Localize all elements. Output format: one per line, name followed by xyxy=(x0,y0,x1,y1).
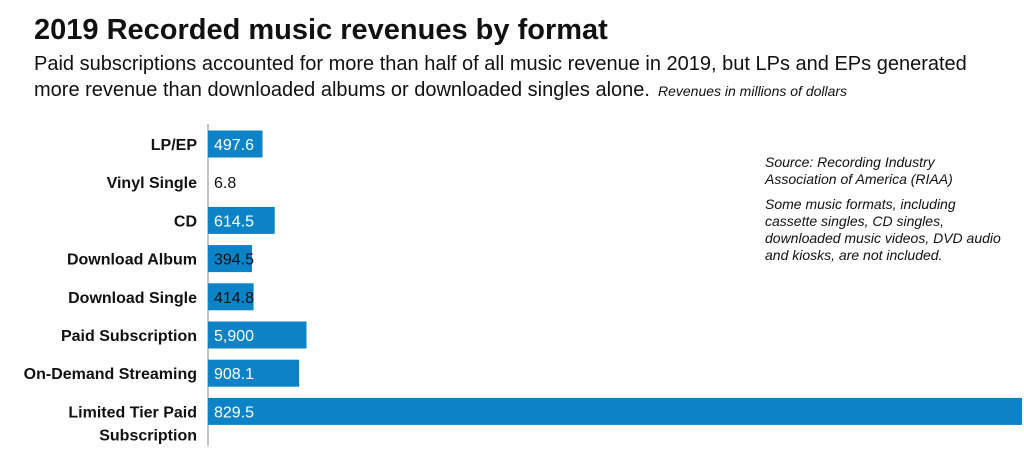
value-label: 6.8 xyxy=(214,175,236,192)
value-label: 908.1 xyxy=(214,366,254,383)
category-label: On-Demand Streaming xyxy=(24,366,197,383)
category-label: Download Single xyxy=(68,290,197,307)
category-label: LP/EP xyxy=(151,137,198,154)
source-note: Source: Recording Industry Association o… xyxy=(765,154,953,187)
chart-notes: Source: Recording Industry Association o… xyxy=(765,154,1005,272)
category-label: Vinyl Single xyxy=(107,175,198,192)
bar xyxy=(208,321,307,349)
category-label: Download Album xyxy=(67,252,197,269)
category-label: Limited Tier Paid xyxy=(68,404,197,421)
category-label: Paid Subscription xyxy=(61,328,197,345)
unit-note: Revenues in millions of dollars xyxy=(657,83,848,99)
bar xyxy=(208,397,1022,425)
value-label: 5,900 xyxy=(214,328,254,345)
subtitle-text: Paid subscriptions accounted for more th… xyxy=(34,53,967,101)
value-label: 414.8 xyxy=(214,290,254,307)
value-label: 829.5 xyxy=(214,404,254,421)
chart-title: 2019 Recorded music revenues by format xyxy=(34,14,608,46)
category-label: Subscription xyxy=(99,427,197,444)
bar xyxy=(208,130,263,158)
bar xyxy=(208,245,252,273)
value-label: 497.6 xyxy=(214,137,254,154)
footnote: Some music formats, including cassette s… xyxy=(765,196,1001,263)
chart-subtitle: Paid subscriptions accounted for more th… xyxy=(34,51,1014,104)
bar xyxy=(208,359,300,387)
value-label: 394.5 xyxy=(214,252,254,269)
value-label: 614.5 xyxy=(214,213,254,230)
bar xyxy=(208,283,254,311)
bar xyxy=(208,206,275,234)
category-label: CD xyxy=(174,213,197,230)
